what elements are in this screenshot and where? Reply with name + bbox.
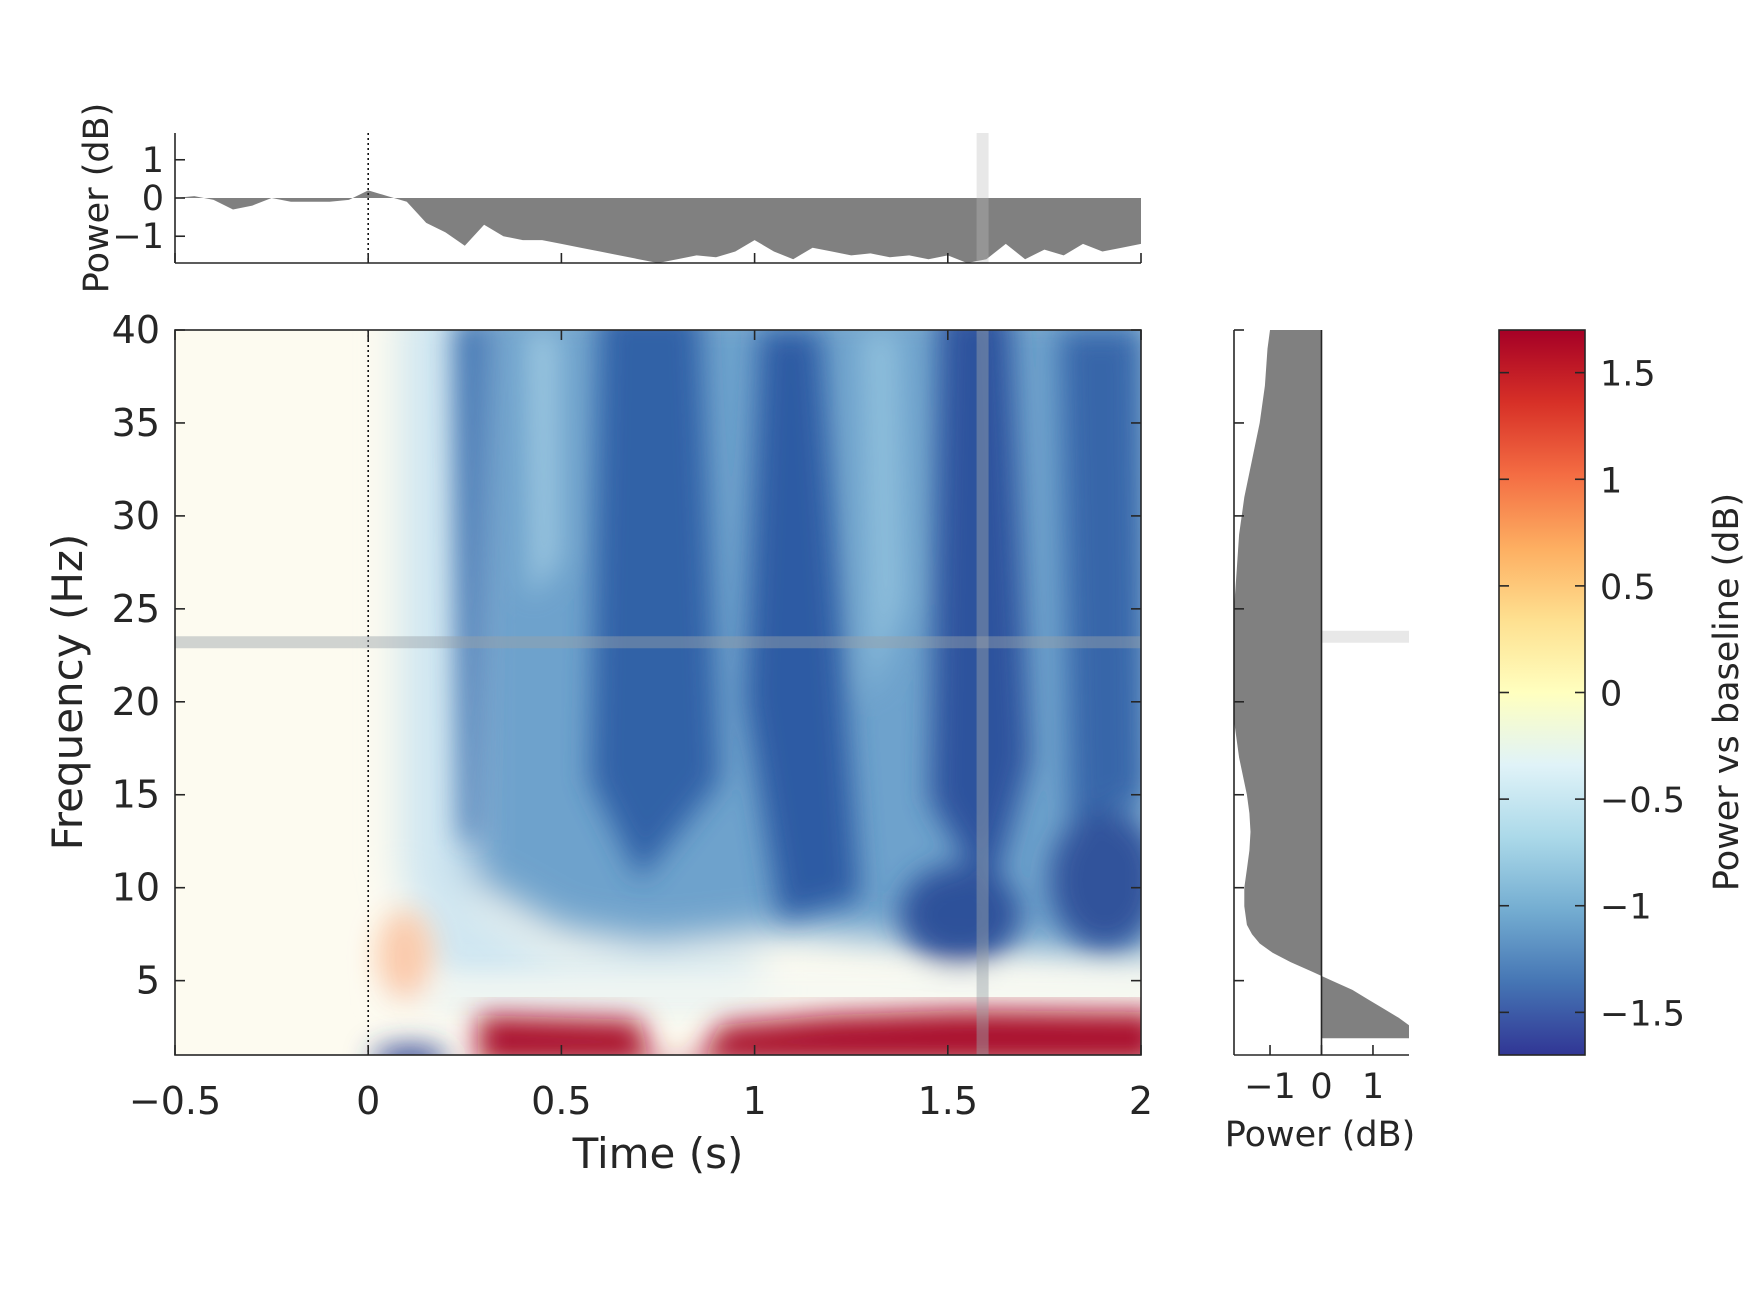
heatmap-x-ticks: −0.5 0 0.5 1 1.5 2: [129, 330, 1153, 1123]
x-tick-label: −0.5: [129, 1079, 221, 1123]
heatmap-alpha-blob-1: [900, 865, 1020, 965]
heatmap-y-ticks: 5 10 15 20 25 30 35 40: [112, 308, 1141, 1003]
heatmap-axes-box: [174, 329, 1142, 1056]
y-tick-label: 30: [112, 494, 160, 538]
x-tick-label: 0.5: [531, 1079, 591, 1123]
spectrum-panel: −1 0 1 Power (dB): [1225, 329, 1415, 1155]
colorbar: −1.5 −1 −0.5 0 0.5 1 1.5 Power vs baseline (dB…: [1498, 329, 1747, 1056]
heatmap-y-axis-title: Frequency (Hz): [43, 534, 92, 851]
heatmap-stripe-1: [455, 330, 490, 840]
heatmap-stripe-4: [930, 330, 1030, 900]
heatmap-alpha-blob-2: [1050, 810, 1141, 950]
spectrum-x-ticks: −1 0 1: [1244, 1045, 1384, 1107]
heatmap-stripe-7: [525, 330, 560, 600]
x-tick-label: 1: [743, 1079, 767, 1123]
x-tick-label: 2: [1129, 1079, 1153, 1123]
heatmap-x-axis-title: Time (s): [572, 1129, 744, 1178]
time-course-x-ticks: [174, 253, 1142, 263]
y-tick-label: 15: [112, 773, 160, 817]
heatmap-stripe-3: [745, 330, 860, 920]
y-tick-label: 20: [112, 680, 160, 724]
spectrum-area: [1234, 330, 1409, 1039]
spectrum-x-tick-label: −1: [1244, 1067, 1296, 1107]
time-course-y-tick-label: 1: [142, 141, 164, 181]
x-tick-label: 1.5: [918, 1079, 978, 1123]
colorbar-tick-label: −1.5: [1600, 994, 1685, 1034]
heatmap-region-decrease-light: [400, 330, 760, 1000]
spectrum-x-tick-label: 1: [1362, 1067, 1384, 1107]
colorbar-scale: [1498, 329, 1586, 1056]
y-tick-label: 35: [112, 401, 160, 445]
time-course-y-axis-title: Power (dB): [77, 103, 117, 293]
colorbar-ticks: −1.5 −1 −0.5 0 0.5 1 1.5: [1499, 355, 1685, 1034]
spectrum-x-tick-label: 0: [1310, 1067, 1332, 1107]
time-course-panel: −101 Power (dB): [77, 103, 1142, 293]
time-course-y-tick-label: 0: [142, 179, 164, 219]
heatmap-stripe-5: [1060, 330, 1141, 820]
colorbar-tick-label: 1: [1600, 461, 1622, 501]
colorbar-tick-label: −1: [1600, 888, 1652, 928]
colorbar-label: Power vs baseline (dB): [1707, 493, 1747, 891]
y-tick-label: 25: [112, 587, 160, 631]
spectrum-x-axis-title: Power (dB): [1225, 1115, 1415, 1155]
heatmap-image: [374, 330, 1141, 1055]
colorbar-tick-label: −0.5: [1600, 781, 1685, 821]
time-course-y-tick-label: −1: [112, 217, 164, 257]
spectrum-y-ticks: [1234, 329, 1244, 982]
tf-heatmap-panel: −0.5 0 0.5 1 1.5 2 5 10 15 20 25 30 35 40 Time (s) F…: [43, 308, 1153, 1178]
y-tick-label: 10: [112, 866, 160, 910]
x-tick-label: 0: [356, 1079, 380, 1123]
heatmap-stripe-2: [590, 330, 720, 880]
time-course-area: [175, 190, 1141, 263]
heatmap-early-increase: [377, 910, 433, 1000]
heatmap-low-freq-increase: [478, 1010, 1141, 1055]
colorbar-tick-label: 0.5: [1600, 568, 1656, 608]
colorbar-tick-label: 0: [1600, 675, 1622, 715]
time-course-y-ticks: −101: [112, 141, 185, 257]
y-tick-label: 5: [136, 959, 160, 1003]
y-tick-label: 40: [112, 308, 160, 352]
heatmap-low-freq-decrease: [374, 1046, 446, 1055]
colorbar-tick-label: 1.5: [1600, 355, 1656, 395]
heatmap-stripe-6: [860, 330, 905, 700]
heatmap-near-zero-band: [380, 975, 1141, 1005]
